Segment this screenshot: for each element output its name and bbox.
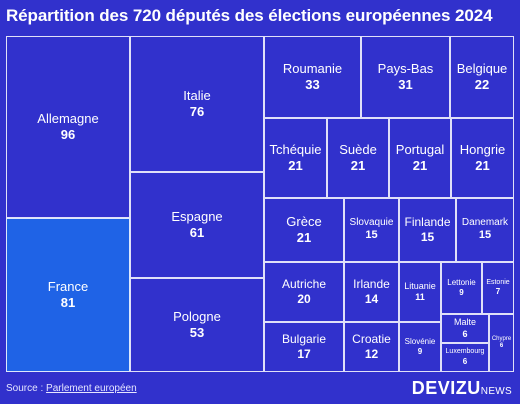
cell-label: Bulgarie xyxy=(281,332,327,346)
treemap-cell-portugal: Portugal 21 xyxy=(389,118,451,198)
cell-value: 21 xyxy=(288,158,303,173)
treemap-cell-pologne: Pologne 53 xyxy=(130,278,264,372)
treemap-cell-bulgarie: Bulgarie 17 xyxy=(264,322,344,372)
cell-value: 21 xyxy=(475,158,490,173)
cell-value: 15 xyxy=(478,229,492,242)
cell-label: Lituanie xyxy=(404,280,436,291)
cell-value: 33 xyxy=(305,77,320,92)
cell-label: Allemagne xyxy=(37,110,99,126)
cell-value: 14 xyxy=(364,292,379,306)
cell-label: Chypre xyxy=(491,335,512,342)
cell-value: 7 xyxy=(495,287,501,297)
cell-label: Slovénie xyxy=(404,337,436,346)
cell-value: 22 xyxy=(474,77,490,92)
treemap-cell-croatie: Croatie 12 xyxy=(344,322,399,372)
treemap-cell-slovaquie: Slovaquie 15 xyxy=(344,198,399,262)
source-note: Source : Parlement européen xyxy=(6,383,137,394)
treemap-cell-france: France 81 xyxy=(6,218,130,372)
cell-value: 96 xyxy=(60,127,76,142)
cell-label: Autriche xyxy=(281,277,327,291)
cell-label: Irlande xyxy=(353,277,390,291)
brand-name: DEVIZU xyxy=(411,378,481,398)
cell-value: 15 xyxy=(420,230,435,244)
cell-value: 21 xyxy=(412,158,428,173)
cell-value: 15 xyxy=(365,229,378,242)
cell-label: Pologne xyxy=(173,308,221,324)
cell-value: 53 xyxy=(189,325,205,340)
cell-label: France xyxy=(47,278,89,294)
treemap: Allemagne 96 France 81 Italie 76 Espagne 61 Polo… xyxy=(6,36,514,372)
cell-value: 9 xyxy=(459,288,464,297)
source-prefix: Source : xyxy=(6,383,47,394)
treemap-cell-lettonie: Lettonie 9 xyxy=(441,262,482,314)
treemap-cell-autriche: Autriche 20 xyxy=(264,262,344,322)
treemap-cell-pays-bas: Pays-Bas 31 xyxy=(361,36,450,118)
treemap-cell-suede: Suède 21 xyxy=(327,118,389,198)
treemap-cell-grece: Grèce 21 xyxy=(264,198,344,262)
cell-value: 20 xyxy=(297,292,311,306)
cell-label: Portugal xyxy=(395,141,445,157)
treemap-cell-malte: Malte 6 xyxy=(441,314,489,343)
cell-label: Belgique xyxy=(456,60,508,76)
brand-suffix: NEWS xyxy=(480,386,512,397)
treemap-cell-hongrie: Hongrie 21 xyxy=(451,118,514,198)
treemap-cell-espagne: Espagne 61 xyxy=(130,172,264,278)
chart-title: Répartition des 720 députés des élection… xyxy=(6,6,493,25)
cell-label: Italie xyxy=(183,87,211,103)
cell-value: 76 xyxy=(189,104,205,119)
source-link[interactable]: Parlement européen xyxy=(46,383,137,394)
cell-value: 11 xyxy=(415,292,425,302)
treemap-cell-luxembourg: Luxembourg 6 xyxy=(441,343,489,372)
treemap-cell-chypre: Chypre 6 xyxy=(489,314,514,372)
cell-label: Lettonie xyxy=(447,278,476,287)
treemap-cell-allemagne: Allemagne 96 xyxy=(6,36,130,218)
cell-label: Danemark xyxy=(461,216,509,228)
cell-label: Slovaquie xyxy=(349,216,394,228)
treemap-cell-italie: Italie 76 xyxy=(130,36,264,172)
cell-value: 61 xyxy=(189,225,205,240)
treemap-cell-slovenie: Slovénie 9 xyxy=(399,322,441,372)
treemap-cell-estonie: Estonie 7 xyxy=(482,262,514,314)
treemap-cell-irlande: Irlande 14 xyxy=(344,262,399,322)
cell-label: Pays-Bas xyxy=(377,60,434,76)
cell-label: Luxembourg xyxy=(445,348,485,356)
cell-label: Tchéquie xyxy=(269,141,322,157)
treemap-cell-lituanie: Lituanie 11 xyxy=(399,262,441,322)
cell-label: Malte xyxy=(453,317,476,328)
cell-value: 21 xyxy=(296,230,312,245)
cell-label: Estonie xyxy=(486,278,510,286)
cell-value: 6 xyxy=(462,356,468,366)
cell-value: 9 xyxy=(417,347,423,356)
treemap-cell-danemark: Danemark 15 xyxy=(456,198,514,262)
cell-label: Grèce xyxy=(286,213,322,229)
cell-label: Espagne xyxy=(171,208,223,224)
cell-value: 21 xyxy=(350,158,366,173)
cell-label: Roumanie xyxy=(282,60,343,76)
cell-label: Finlande xyxy=(404,215,451,229)
cell-value: 12 xyxy=(364,347,379,361)
cell-value: 17 xyxy=(297,347,311,361)
treemap-cell-tchequie: Tchéquie 21 xyxy=(264,118,327,198)
cell-label: Hongrie xyxy=(459,141,506,157)
treemap-cell-roumanie: Roumanie 33 xyxy=(264,36,361,118)
cell-value: 6 xyxy=(499,343,504,349)
treemap-cell-belgique: Belgique 22 xyxy=(450,36,514,118)
cell-label: Croatie xyxy=(352,332,391,346)
cell-value: 6 xyxy=(462,328,468,339)
cell-label: Suède xyxy=(339,141,377,157)
cell-value: 81 xyxy=(60,295,76,310)
treemap-cell-finlande: Finlande 15 xyxy=(399,198,456,262)
brand-logo: DEVIZUNEWS xyxy=(412,378,512,399)
cell-value: 31 xyxy=(398,77,413,92)
